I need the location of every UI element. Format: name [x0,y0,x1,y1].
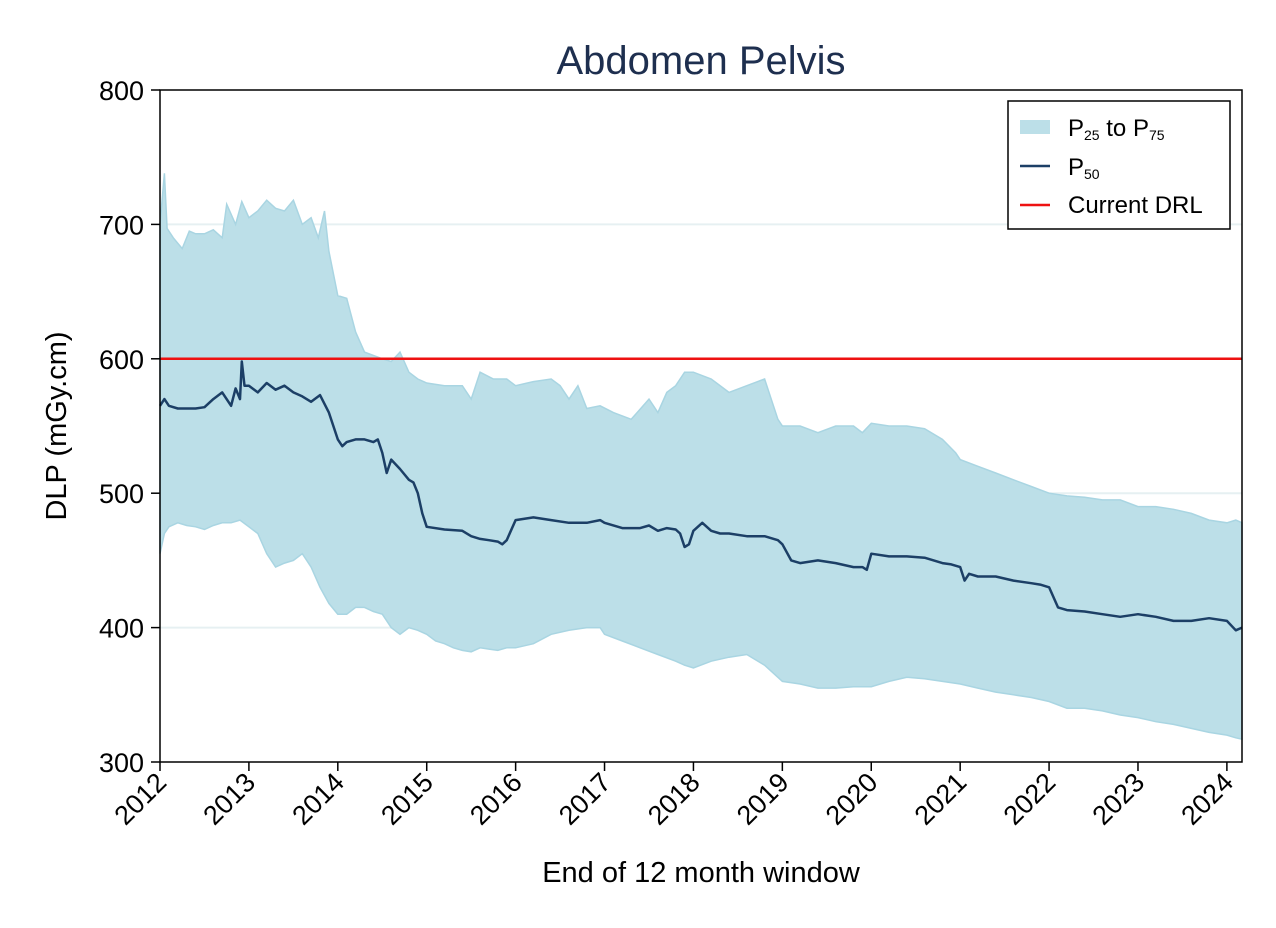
legend-band-sub25: 25 [1084,127,1100,143]
legend-median-sub50: 50 [1084,166,1100,182]
plot-frame [159,89,1243,763]
y-tick-label-400: 400 [99,614,144,644]
y-axis-label: DLP (mGy.cm) [41,331,73,520]
chart-title: Abdomen Pelvis [556,39,845,83]
legend: P25 to P75 P50 Current DRL [1007,100,1231,230]
legend-band-sub75: 75 [1149,127,1165,143]
legend-entry-band: P25 to P75 [1068,115,1165,143]
p50-median-line [158,360,1243,632]
p25-p75-band [159,173,1243,741]
y-tick-label-300: 300 [99,748,144,778]
legend-entry-drl: Current DRL [1068,192,1203,219]
legend-band-swatch [1020,120,1050,134]
x-axis-label: End of 12 month window [542,857,861,889]
y-tick-label-800: 800 [99,76,144,106]
legend-entry-median: P50 [1068,154,1100,182]
legend-band-to: to P [1100,115,1149,142]
y-tick-label-600: 600 [99,345,144,375]
y-tick-label-700: 700 [99,210,144,240]
legend-band-p: P [1068,115,1084,142]
y-tick-label-500: 500 [99,479,144,509]
legend-median-p: P [1068,154,1084,181]
